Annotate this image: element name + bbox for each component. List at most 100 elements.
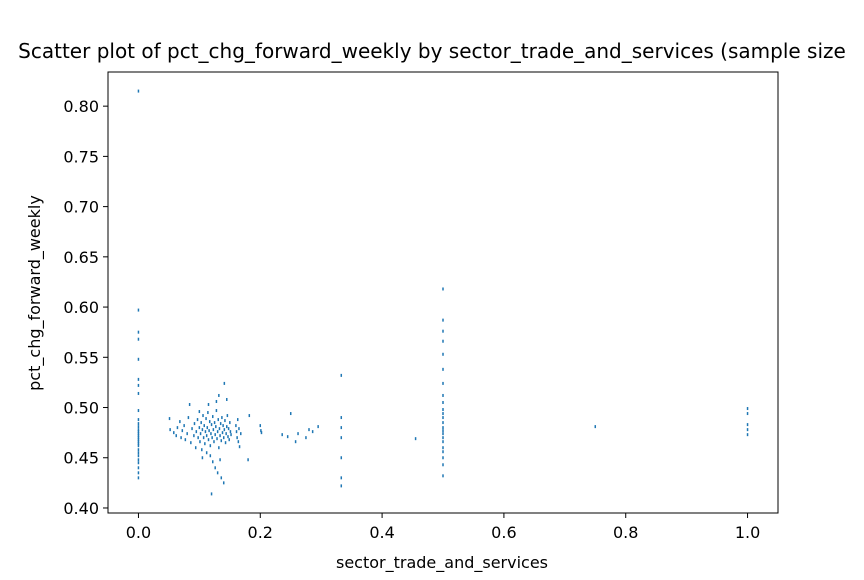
- data-point: [186, 432, 188, 436]
- data-point: [214, 466, 216, 470]
- data-point: [229, 421, 231, 425]
- data-point: [193, 434, 195, 438]
- data-point: [746, 423, 749, 427]
- y-tick-label: 0.75: [63, 147, 99, 166]
- data-point: [340, 416, 343, 420]
- data-point: [442, 381, 444, 385]
- data-point: [137, 89, 140, 93]
- data-point: [184, 438, 187, 442]
- data-point: [137, 383, 140, 387]
- data-point: [209, 454, 212, 458]
- x-tick-label: 1.0: [735, 523, 760, 542]
- data-point: [210, 423, 213, 427]
- data-point: [224, 419, 226, 423]
- data-point: [137, 438, 140, 442]
- data-point: [137, 458, 140, 462]
- data-point: [442, 367, 444, 371]
- data-point: [219, 434, 221, 438]
- data-point: [137, 422, 140, 426]
- data-point: [181, 429, 184, 433]
- data-point: [442, 456, 444, 460]
- data-point: [137, 430, 140, 434]
- data-point: [223, 381, 226, 385]
- data-point: [238, 427, 240, 431]
- data-point: [137, 454, 140, 458]
- y-tick-label: 0.45: [63, 449, 99, 468]
- data-point: [213, 440, 215, 444]
- data-point: [220, 476, 223, 480]
- data-point: [442, 436, 444, 440]
- data-point: [137, 409, 140, 413]
- data-point: [208, 420, 211, 424]
- data-point: [204, 430, 207, 434]
- data-point: [228, 438, 230, 442]
- y-tick-label: 0.40: [63, 499, 99, 518]
- data-point: [210, 432, 212, 436]
- data-point: [311, 430, 314, 434]
- data-point: [137, 471, 140, 475]
- data-point: [195, 430, 198, 434]
- data-point: [137, 308, 140, 312]
- data-point: [260, 431, 263, 435]
- data-point: [137, 436, 140, 440]
- data-point: [137, 434, 140, 438]
- data-point: [213, 421, 216, 425]
- data-point: [218, 393, 220, 397]
- data-point: [137, 428, 140, 432]
- data-point: [137, 391, 140, 395]
- data-point: [209, 444, 212, 448]
- data-point: [137, 476, 140, 480]
- data-point: [442, 450, 444, 454]
- data-point: [137, 337, 140, 341]
- data-point: [221, 416, 223, 420]
- y-tick-label: 0.65: [63, 248, 99, 267]
- data-point: [340, 426, 343, 430]
- data-point: [237, 440, 240, 444]
- data-point: [225, 432, 227, 436]
- data-point: [179, 420, 181, 424]
- data-point: [281, 433, 283, 437]
- data-point: [221, 431, 224, 435]
- data-point: [289, 412, 292, 416]
- plot-area-frame: [107, 71, 779, 514]
- data-point: [218, 427, 221, 431]
- data-point: [218, 446, 220, 450]
- data-point: [211, 436, 213, 440]
- data-point: [235, 424, 237, 428]
- data-point: [175, 434, 177, 438]
- data-point: [222, 481, 225, 485]
- data-point: [216, 430, 219, 434]
- data-point: [212, 460, 214, 464]
- data-point: [219, 458, 221, 462]
- data-point: [216, 437, 218, 441]
- data-point: [317, 425, 319, 429]
- data-point: [442, 339, 444, 343]
- y-tick-label: 0.70: [63, 198, 99, 217]
- data-point: [236, 436, 238, 440]
- data-point: [442, 352, 444, 356]
- data-point: [222, 424, 224, 428]
- data-point: [191, 427, 193, 431]
- y-axis-label: pct_chg_forward_weekly: [25, 195, 45, 391]
- data-point: [199, 432, 202, 436]
- data-point: [216, 471, 219, 475]
- data-point: [193, 422, 196, 426]
- data-point: [340, 436, 343, 440]
- data-point: [203, 424, 205, 428]
- data-point: [180, 436, 182, 440]
- data-point: [215, 409, 218, 413]
- x-tick-label: 0.6: [491, 523, 516, 542]
- data-point: [198, 410, 201, 414]
- data-point: [137, 425, 140, 429]
- data-point: [308, 428, 310, 432]
- data-point: [305, 436, 307, 440]
- y-tick-label: 0.80: [63, 97, 99, 116]
- data-point: [594, 425, 597, 429]
- data-point: [137, 448, 140, 452]
- data-point: [226, 425, 228, 429]
- data-point: [201, 448, 203, 452]
- data-point: [137, 377, 140, 381]
